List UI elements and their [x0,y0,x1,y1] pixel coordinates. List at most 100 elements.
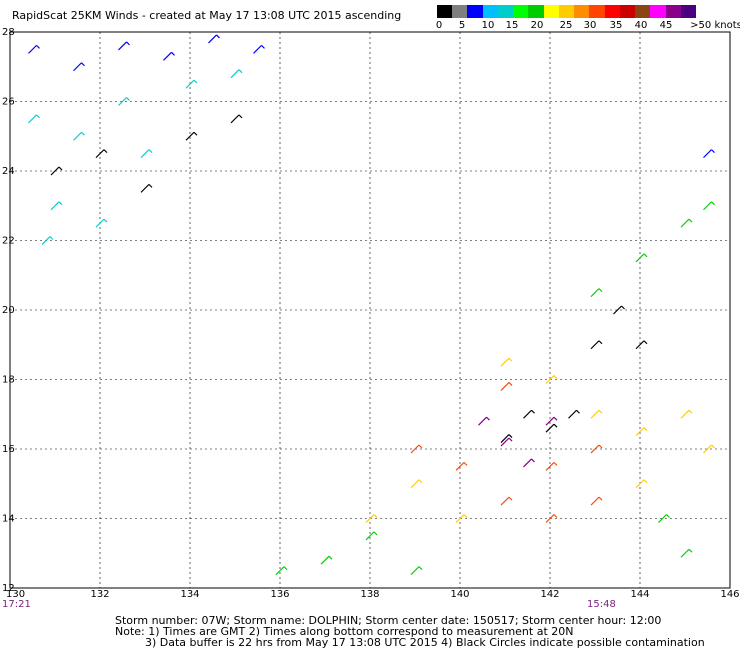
wind-barb [703,444,715,454]
wind-barb [95,218,108,228]
wind-barb [523,409,535,419]
footer-note-1: Note: 1) Times are GMT 2) Times along bo… [115,625,574,638]
scale-swatch [635,5,651,18]
wind-barb [365,514,378,523]
wind-barb [185,79,198,89]
wind-barb [410,479,423,489]
wind-barb [590,496,603,506]
y-tick-label: 26 [2,97,15,108]
scale-label: >50 knots [690,20,740,31]
wind-barb [320,555,333,565]
wind-barb [703,201,715,211]
wind-barb [230,114,243,124]
wind-barb [680,409,693,419]
wind-barb [118,41,130,51]
wind-barb [703,149,715,159]
y-tick-label: 22 [2,236,15,247]
wind-barb [140,183,153,193]
wind-barb [590,409,603,419]
wind-barb [41,236,54,245]
wind-barb [500,434,513,443]
wind-barb [185,131,198,141]
x-tick-label: 136 [270,589,289,600]
wind-barb [545,375,558,384]
y-tick-label: 16 [2,444,15,455]
wind-barb [545,423,558,433]
wind-barb [455,514,468,523]
y-tick-label: 18 [2,375,15,386]
wind-barb [410,444,423,454]
wind-barb [253,44,265,54]
wind-barb [500,382,513,391]
y-tick-label: 28 [2,27,15,38]
wind-barb [613,305,625,315]
wind-barb [590,340,603,350]
wind-barb [365,531,378,541]
wind-barb [545,461,558,471]
swath-time-label: 17:21 [2,599,31,610]
wind-barb [230,69,243,79]
wind-barb [680,548,693,558]
scale-swatch [467,5,484,18]
scale-label: 25 [559,20,573,31]
scale-swatch [482,5,499,18]
scale-swatch [650,5,667,18]
x-tick-label: 142 [540,589,559,600]
footer-note-2: 3) Data buffer is 22 hrs from May 17 13:… [145,636,705,649]
scale-swatch [437,5,453,18]
x-tick-label: 144 [630,589,649,600]
scale-label: 10 [481,20,495,31]
wind-barb [95,149,108,159]
wind-barb [545,514,558,523]
x-tick-label: 130 [6,589,25,600]
scale-swatch [604,5,621,18]
scale-swatch [497,5,514,18]
scale-swatch [528,5,545,18]
wind-barb [658,514,670,523]
scale-swatch [619,5,636,18]
scale-swatch [452,5,468,18]
wind-barb [635,479,648,489]
scale-label: 30 [583,20,597,31]
y-tick-label: 20 [2,305,15,316]
scale-label: 15 [505,20,519,31]
scale-label: 0 [435,20,443,31]
wind-barb [163,51,175,61]
scale-swatch [513,5,529,18]
wind-map: 130 132 134 136 138 140 142 144 146 12 14 16 18 20 22 2… [2,27,740,600]
wind-speed-color-scale [437,5,697,18]
wind-barb [635,253,648,263]
scale-swatch [665,5,682,18]
x-tick-label: 134 [180,589,199,600]
wind-barb [140,149,153,159]
scale-label: 45 [659,20,673,31]
wind-barb [568,409,580,419]
wind-barb [500,496,513,506]
wind-barb [73,131,85,141]
wind-barb [28,44,40,54]
y-tick-label: 24 [2,166,15,177]
x-tick-label: 132 [90,589,109,600]
wind-barb [590,444,603,454]
lat-lon-grid [9,31,731,589]
scale-swatch [680,5,697,18]
scale-swatch [574,5,590,18]
wind-barb [275,566,288,576]
wind-barb [523,458,535,468]
x-tick-label: 146 [720,589,739,600]
y-tick-label: 14 [2,514,15,525]
wind-vectors [28,34,715,576]
footer-storm-info: Storm number: 07W; Storm name: DOLPHIN; … [115,614,662,627]
wind-barb [28,114,40,124]
scale-label: 40 [634,20,648,31]
scale-label: 35 [609,20,623,31]
wind-barb [590,288,603,298]
wind-barb [118,97,130,106]
y-tick-label: 12 [2,583,15,594]
scale-swatch [543,5,560,18]
wind-barb [50,201,63,211]
wind-barb [50,166,63,176]
wind-barb [635,340,648,350]
scale-label: 20 [530,20,544,31]
wind-barb [73,62,85,72]
